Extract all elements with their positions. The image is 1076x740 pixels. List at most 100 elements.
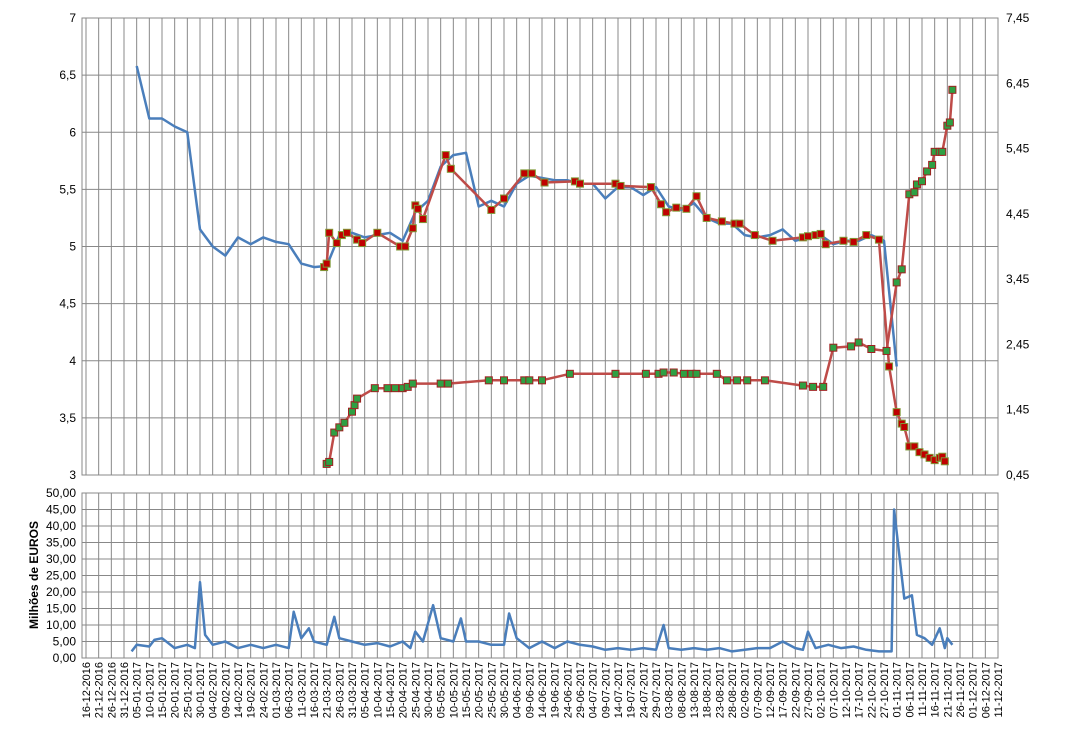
x-tick-label: 05-04-2017 bbox=[360, 662, 372, 718]
x-tick-label: 31-03-2017 bbox=[347, 662, 359, 718]
marker bbox=[849, 237, 858, 246]
x-tick-label: 08-08-2017 bbox=[676, 662, 688, 718]
x-tick-label: 07-09-2017 bbox=[752, 662, 764, 718]
marker bbox=[940, 457, 949, 466]
y-tick-label: 0,00 bbox=[53, 651, 77, 665]
marker bbox=[874, 235, 883, 244]
marker bbox=[500, 194, 508, 203]
x-tick-label: 11-11-2017 bbox=[917, 662, 929, 717]
x-tick-label: 25-01-2017 bbox=[182, 662, 194, 718]
x-tick-label: 22-10-2017 bbox=[866, 662, 878, 718]
x-tick-label: 15-05-2017 bbox=[461, 662, 473, 718]
marker bbox=[900, 423, 909, 432]
x-tick-label: 16-03-2017 bbox=[309, 662, 321, 718]
marker bbox=[342, 228, 351, 237]
y-tick-label: 6 bbox=[69, 125, 76, 139]
marker bbox=[358, 239, 367, 248]
marker bbox=[816, 229, 825, 238]
x-tick-label: 09-06-2017 bbox=[524, 662, 536, 718]
x-tick-label: 27-10-2017 bbox=[879, 662, 891, 718]
x-tick-label: 21-12-2016 bbox=[94, 662, 106, 718]
x-tick-label: 06-11-2017 bbox=[904, 662, 916, 717]
x-tick-label: 17-09-2017 bbox=[778, 662, 790, 718]
marker bbox=[938, 147, 947, 156]
x-tick-label: 24-02-2017 bbox=[258, 662, 270, 718]
y-tick-label: 45,00 bbox=[46, 503, 76, 517]
y2-tick-label: 3,45 bbox=[1006, 272, 1030, 286]
marker bbox=[692, 369, 701, 378]
x-tick-label: 24-07-2017 bbox=[638, 662, 650, 718]
y-tick-label: 3 bbox=[69, 468, 76, 482]
x-tick-label: 01-03-2017 bbox=[271, 662, 283, 718]
x-tick-label: 24-06-2017 bbox=[562, 662, 574, 718]
marker bbox=[646, 183, 655, 192]
marker bbox=[923, 167, 932, 176]
marker bbox=[525, 376, 534, 385]
y-tick-label: 4,5 bbox=[59, 297, 76, 311]
marker bbox=[641, 369, 650, 378]
marker bbox=[616, 181, 625, 190]
marker bbox=[540, 178, 549, 187]
x-tick-label: 16-11-2017 bbox=[930, 662, 942, 717]
marker bbox=[348, 407, 356, 416]
x-tick-label: 10-04-2017 bbox=[372, 662, 384, 718]
x-tick-label: 30-01-2017 bbox=[195, 662, 207, 718]
x-tick-label: 22-09-2017 bbox=[790, 662, 802, 718]
x-tick-label: 01-11-2017 bbox=[892, 662, 904, 717]
x-tick-label: 09-07-2017 bbox=[600, 662, 612, 718]
marker bbox=[330, 428, 339, 437]
x-tick-label: 29-07-2017 bbox=[651, 662, 663, 718]
marker bbox=[391, 384, 400, 393]
y-tick-label: 5,00 bbox=[53, 635, 77, 649]
marker bbox=[928, 160, 937, 169]
marker bbox=[576, 179, 584, 188]
y2-tick-label: 4,45 bbox=[1006, 207, 1030, 221]
y-tick-label: 15,00 bbox=[46, 602, 76, 616]
y-tick-label: 40,00 bbox=[46, 519, 76, 533]
x-tick-label: 26-12-2016 bbox=[106, 662, 118, 718]
x-tick-label: 25-05-2017 bbox=[486, 662, 498, 718]
marker bbox=[847, 342, 856, 351]
marker bbox=[340, 418, 349, 427]
marker bbox=[735, 219, 744, 228]
marker bbox=[892, 408, 901, 417]
marker bbox=[487, 205, 496, 214]
marker bbox=[733, 376, 742, 385]
x-tick-label: 18-08-2017 bbox=[702, 662, 714, 718]
series-line bbox=[130, 508, 954, 653]
marker bbox=[322, 259, 331, 268]
y-tick-label: 7 bbox=[69, 11, 76, 25]
marker bbox=[353, 394, 362, 403]
marker bbox=[335, 423, 344, 432]
marker bbox=[370, 384, 379, 393]
x-tick-label: 03-08-2017 bbox=[664, 662, 676, 718]
y-tick-label: 4 bbox=[69, 354, 76, 368]
x-tick-label: 15-01-2017 bbox=[157, 662, 169, 718]
x-tick-label: 02-10-2017 bbox=[816, 662, 828, 718]
series-line bbox=[323, 153, 946, 462]
marker bbox=[809, 382, 818, 391]
y2-tick-label: 1,45 bbox=[1006, 403, 1030, 417]
x-tick-label: 23-08-2017 bbox=[714, 662, 726, 718]
marker bbox=[910, 188, 919, 197]
y-tick-label: 50,00 bbox=[46, 486, 76, 500]
marker bbox=[669, 368, 678, 377]
marker bbox=[538, 376, 546, 385]
marker bbox=[743, 376, 752, 385]
marker bbox=[500, 376, 508, 385]
marker bbox=[682, 204, 691, 213]
marker bbox=[444, 379, 453, 388]
x-tick-label: 10-01-2017 bbox=[144, 662, 156, 718]
marker bbox=[722, 376, 731, 385]
x-tick-label: 21-03-2017 bbox=[322, 662, 334, 718]
x-tick-label: 30-04-2017 bbox=[423, 662, 435, 718]
marker bbox=[436, 379, 445, 388]
marker bbox=[401, 242, 410, 251]
x-tick-label: 27-09-2017 bbox=[803, 662, 815, 718]
x-tick-label: 14-06-2017 bbox=[537, 662, 549, 718]
x-tick-label: 07-10-2017 bbox=[828, 662, 840, 718]
x-tick-label: 25-04-2017 bbox=[410, 662, 422, 718]
marker bbox=[446, 164, 455, 173]
marker bbox=[679, 369, 688, 378]
x-tick-label: 20-04-2017 bbox=[398, 662, 410, 718]
